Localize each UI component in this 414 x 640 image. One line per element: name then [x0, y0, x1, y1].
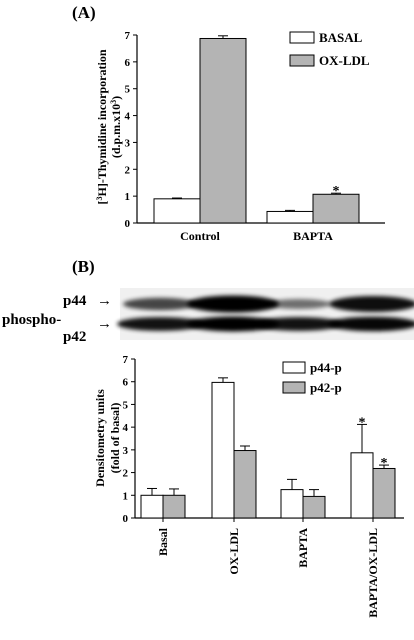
panel-a-bar-basal-1 — [266, 210, 314, 224]
western-blot: p44 → phospho- p42 → — [2, 288, 414, 345]
panel-b-label: (B) — [72, 257, 95, 276]
panel-a-significance-star: * — [333, 184, 340, 199]
panel-b-bar-p42-p-0 — [162, 494, 186, 519]
panel-b-ylabel: Densitometry units (fold of basal) — [93, 389, 122, 487]
panel-a-y-tick-label: 7 — [125, 30, 131, 42]
panel-b-category-label: BAPTA/OX-LDL — [366, 528, 380, 618]
panel-a-y-tick-label: 0 — [125, 218, 131, 230]
panel-b-bar-p42-p-3 — [372, 467, 396, 519]
legend-label-p44: p44-p — [310, 360, 342, 375]
legend-swatch-p42 — [282, 381, 306, 394]
panel-b-bar-p44-p-3 — [350, 452, 374, 519]
panel-b-y-tick-label: 3 — [123, 445, 129, 457]
panel-a-bar-basal-0 — [153, 198, 201, 224]
panel-b-y-tick-label: 4 — [123, 422, 129, 434]
blot-band-p44 — [123, 297, 197, 311]
legend-swatch-basal — [289, 31, 315, 44]
panel-a-ylabel-line1: [3H]-Thymidine incorporation — [95, 49, 109, 204]
panel-b-legend: p44-p p42-p — [282, 360, 342, 395]
blot-band-p42 — [328, 316, 414, 332]
panel-a-y-tick-label: 5 — [125, 84, 131, 96]
legend-label-p42: p42-p — [310, 380, 342, 395]
blot-band-p44 — [267, 299, 331, 309]
panel-a-category-label: BAPTA — [293, 229, 333, 243]
panel-a-y-tick-label: 4 — [125, 111, 131, 123]
panel-b-y-tick-label: 5 — [123, 399, 129, 411]
panel-b-bar-p44-p-2 — [280, 489, 304, 519]
panel-b-ylabel-line1: Densitometry units — [93, 389, 107, 487]
legend-label-oxldl: OX-LDL — [319, 53, 370, 68]
blot-membrane — [120, 288, 414, 340]
panel-a-bar-ox-ldl-1 — [312, 193, 360, 224]
blot-label-p44: p44 — [63, 293, 87, 309]
blot-label-p42: p42 — [63, 329, 86, 345]
panel-b-y-tick-label: 2 — [123, 468, 129, 480]
blot-arrow-p42: → — [97, 316, 112, 332]
panel-a-y-tick-label: 1 — [125, 191, 131, 203]
blot-band-p42 — [187, 316, 279, 332]
panel-a-chart: 0 1 2 3 4 5 6 7 Control * BAPTA — [125, 30, 385, 243]
blot-label-phospho: phospho- — [2, 312, 61, 328]
panel-a-y-tick-label: 3 — [125, 137, 131, 149]
panel-b-category-label: BAPTA — [296, 528, 310, 568]
legend-swatch-oxldl — [289, 54, 315, 67]
blot-band-p42 — [117, 317, 203, 331]
panel-b-category-label: OX-LDL — [227, 528, 241, 575]
panel-b-bar-p44-p-0 — [140, 494, 164, 519]
panel-a-ylabel: [3H]-Thymidine incorporation (d.p.m.x103… — [95, 49, 123, 204]
panel-b-category-label: Basal — [156, 527, 170, 556]
panel-b-significance-star: * — [381, 456, 388, 471]
panel-b-significance-star: * — [359, 415, 366, 430]
legend-swatch-p44 — [282, 361, 306, 374]
panel-a-y-tick-label: 6 — [125, 57, 131, 69]
panel-a-label: (A) — [72, 3, 96, 22]
legend-label-basal: BASAL — [319, 30, 363, 45]
blot-band-p44 — [187, 295, 279, 313]
panel-a-category-label: Control — [180, 229, 220, 243]
panel-a-legend: BASAL OX-LDL — [289, 30, 370, 68]
blot-band-p42 — [256, 317, 342, 331]
panel-a-ylabel-line2: (d.p.m.x103) — [109, 96, 123, 158]
panel-a-y-tick-label: 2 — [125, 164, 131, 176]
panel-b-bar-p42-p-1 — [233, 450, 257, 519]
blot-bands — [117, 288, 414, 340]
panel-b-ylabel-line2: (fold of basal) — [108, 403, 122, 474]
panel-b-chart: 0 1 2 3 4 5 6 7 Basal OX-LDL BAPTA * * BAPTA/OX-LDL — [123, 354, 404, 618]
panel-b-y-tick-label: 7 — [123, 354, 129, 366]
blot-arrow-p44: → — [97, 293, 112, 309]
panel-a-bar-ox-ldl-0 — [199, 37, 247, 224]
panel-b-y-tick-label: 0 — [123, 513, 129, 525]
blot-band-p44 — [329, 296, 414, 312]
panel-b-y-tick-label: 1 — [123, 490, 129, 502]
panel-b-bar-p42-p-2 — [302, 495, 326, 519]
panel-b-bar-p44-p-1 — [211, 381, 235, 519]
panel-b-y-tick-label: 6 — [123, 377, 129, 389]
